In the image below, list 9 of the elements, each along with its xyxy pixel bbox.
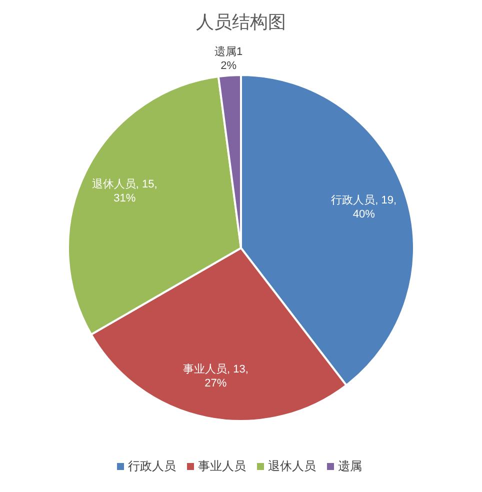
data-label: 退休人员, 15, 31% bbox=[92, 178, 158, 205]
data-label: 事业人员, 13, 27% bbox=[182, 362, 248, 390]
data-label: 遗属1 2% bbox=[214, 45, 243, 72]
chart-title: 人员结构图 bbox=[196, 12, 286, 32]
legend-label: 遗属 bbox=[338, 459, 362, 473]
legend-label: 行政人员 bbox=[128, 459, 176, 473]
data-label: 行政人员, 19, 40% bbox=[331, 194, 397, 220]
legend-label: 事业人员 bbox=[198, 459, 246, 473]
legend-label: 退休人员 bbox=[268, 459, 316, 473]
